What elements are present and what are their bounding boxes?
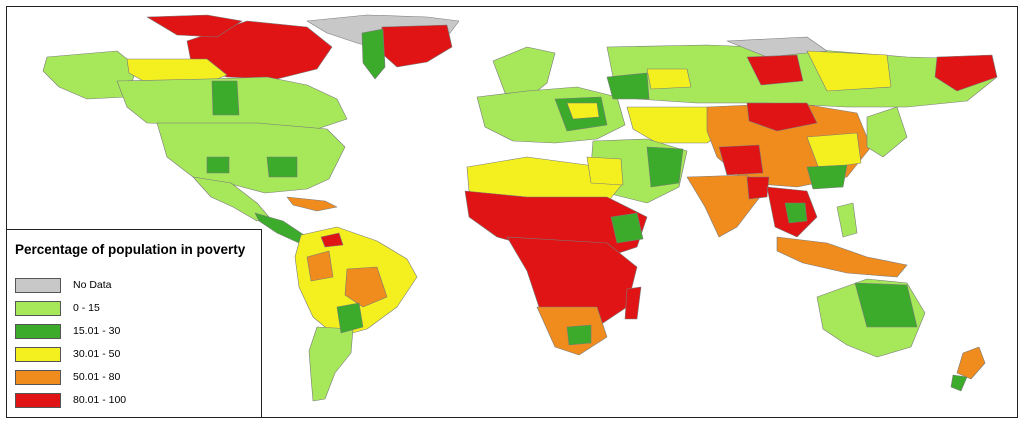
legend-swatch — [15, 324, 61, 339]
region-tibet-red — [718, 144, 764, 176]
region-samerica-south — [308, 326, 354, 402]
region-samerica-orange2 — [306, 250, 334, 282]
legend-title: Percentage of population in poverty — [15, 242, 246, 257]
map-frame: Percentage of population in poverty No D… — [6, 6, 1018, 418]
region-canada-green — [211, 80, 240, 116]
region-middleeast-green — [646, 146, 684, 188]
region-russia-red2 — [934, 54, 998, 92]
legend-item-0-15: 0 - 15 — [15, 301, 255, 317]
region-usa-green2 — [206, 156, 230, 174]
legend-swatch — [15, 393, 61, 408]
world-poverty-map — [42, 14, 998, 402]
region-africa-east-green — [610, 212, 644, 244]
region-indochina-green — [784, 202, 808, 224]
region-russia-yellow1 — [806, 50, 892, 92]
legend-label: No Data — [73, 279, 112, 291]
region-europe-yellow — [566, 102, 600, 120]
region-india-red — [746, 176, 770, 200]
legend-item-15-30: 15.01 - 30 — [15, 324, 255, 340]
region-russia-yellow2 — [646, 68, 692, 90]
region-samerica-red — [320, 232, 344, 248]
legend-item-30-50: 30.01 - 50 — [15, 347, 255, 363]
region-nz — [956, 346, 986, 380]
region-russia-red1 — [746, 54, 804, 86]
region-russia-grey — [726, 36, 828, 58]
region-canada-arctic-red2 — [146, 14, 243, 38]
legend-swatch — [15, 347, 61, 362]
region-australia-green — [854, 282, 918, 328]
region-greenland-red — [378, 24, 453, 68]
legend-label: 50.01 - 80 — [73, 371, 121, 383]
region-scandinavia — [492, 46, 556, 100]
legend-swatch — [15, 278, 61, 293]
legend-swatch — [15, 370, 61, 385]
legend-item-80-100: 80.01 - 100 — [15, 393, 255, 409]
legend-label: 0 - 15 — [73, 302, 100, 314]
legend-swatch — [15, 301, 61, 316]
region-greenland-green — [361, 28, 386, 80]
legend-label: 15.01 - 30 — [73, 325, 121, 337]
region-samerica-green — [336, 302, 364, 334]
region-china-south-green — [806, 164, 848, 190]
region-philippines — [836, 202, 858, 238]
region-centralam — [254, 212, 308, 244]
region-russia-green — [606, 72, 650, 100]
region-madagascar — [624, 286, 642, 320]
region-indonesia — [776, 236, 908, 278]
region-africa-south-green — [566, 324, 592, 346]
region-alaska — [42, 50, 138, 100]
region-caribbean — [286, 196, 338, 212]
region-china-east-yellow — [806, 132, 862, 170]
map-legend: Percentage of population in poverty No D… — [7, 229, 262, 417]
legend-label: 30.01 - 50 — [73, 348, 121, 360]
region-africa-egypt — [586, 156, 624, 186]
legend-label: 80.01 - 100 — [73, 394, 127, 406]
region-samerica-orange1 — [344, 266, 388, 308]
region-korea-japan — [866, 106, 908, 158]
region-usa — [156, 122, 346, 194]
legend-item-no-data: No Data — [15, 278, 255, 294]
region-india — [686, 174, 764, 238]
legend-item-50-80: 50.01 - 80 — [15, 370, 255, 386]
region-usa-green1 — [266, 156, 298, 178]
region-nz-green — [950, 374, 968, 392]
region-mongolia-red — [746, 102, 818, 132]
